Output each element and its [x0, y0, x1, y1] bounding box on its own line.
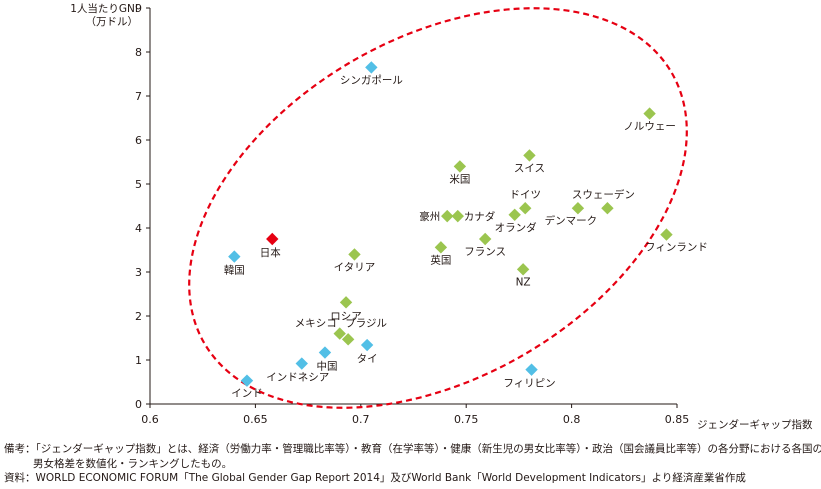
- y-tick-label: 2: [135, 310, 142, 323]
- data-point-marker: [348, 248, 361, 261]
- x-tick-label: 0.65: [243, 413, 268, 426]
- y-tick-label: 5: [135, 178, 142, 191]
- data-point-marker: [441, 209, 454, 223]
- data-point-marker: [266, 232, 279, 246]
- data-point-marker: [571, 202, 585, 215]
- y-tick-label: 1: [135, 354, 142, 367]
- data-point-marker: [519, 202, 532, 215]
- data-point-marker: [508, 208, 521, 221]
- x-tick-label: 0.85: [665, 413, 690, 426]
- scatter-chart: 0 1 2 3 4 5 6 7 8 9 0.6 0.65 0.7 0.75 0.8 0.85 シンガポールノル…: [70, 2, 813, 431]
- data-point-marker: [434, 241, 448, 254]
- data-point-label: NZ: [516, 276, 531, 288]
- y-tick-label: 0: [135, 398, 142, 411]
- data-point-marker: [333, 327, 346, 340]
- data-point-marker: [601, 202, 614, 215]
- y-axis-label-line-1: 1人当たりGNI: [70, 2, 138, 15]
- data-point-label: フランス: [464, 246, 506, 258]
- data-point-marker: [295, 357, 308, 370]
- data-point-marker: [643, 107, 656, 120]
- data-point-marker: [523, 149, 536, 162]
- chart-axes: 0 1 2 3 4 5 6 7 8 9 0.6 0.65 0.7 0.75 0.8 0.85: [135, 2, 689, 426]
- y-tick-label: 4: [135, 222, 142, 235]
- data-point-label: 米国: [449, 172, 470, 185]
- note-definition-continued: 男女格差を数値化・ランキングしたもの。: [33, 457, 233, 470]
- data-point-marker: [341, 333, 355, 346]
- note-definition: 備考：「ジェンダーギャップ指数」とは、経済（労働力率・管理職比率等）・教育（在学…: [4, 443, 821, 455]
- data-point-label: ノルウェー: [623, 121, 676, 133]
- data-point-label: フィリピン: [503, 378, 555, 390]
- data-points-layer: [228, 61, 673, 387]
- data-point-label: ロシア: [330, 310, 362, 322]
- data-point-marker: [365, 61, 378, 74]
- data-point-label: 韓国: [224, 265, 245, 277]
- data-point-marker: [451, 209, 464, 223]
- data-point-label: デンマーク: [545, 214, 598, 227]
- data-point-label: インド: [231, 388, 263, 400]
- x-tick-label: 0.8: [563, 413, 581, 426]
- x-tick-label: 0.6: [141, 413, 159, 426]
- data-point-marker: [525, 363, 538, 376]
- x-tick-label: 0.7: [352, 413, 370, 426]
- data-point-label: 英国: [430, 253, 451, 266]
- data-point-marker: [516, 263, 530, 276]
- data-point-marker: [339, 296, 353, 309]
- x-axis-label: ジェンダーギャップ指数: [697, 418, 813, 431]
- y-tick-label: 9: [135, 2, 142, 15]
- data-point-label: タイ: [357, 353, 378, 365]
- x-tick-label: 0.75: [454, 413, 479, 426]
- data-point-label: オランダ: [495, 221, 537, 234]
- data-point-marker: [660, 228, 673, 241]
- y-tick-label: 7: [135, 90, 142, 103]
- data-point-label: スイス: [514, 162, 545, 174]
- data-point-label: シンガポール: [340, 74, 403, 86]
- y-tick-label: 3: [135, 266, 142, 279]
- chart-notes: 備考：「ジェンダーギャップ指数」とは、経済（労働力率・管理職比率等）・教育（在学…: [4, 442, 821, 486]
- data-point-marker: [318, 346, 332, 359]
- y-axis-label-line-2: （万ドル）: [86, 16, 139, 28]
- data-point-marker: [240, 374, 254, 387]
- data-point-label: カナダ: [464, 210, 496, 223]
- data-point-label: ドイツ: [509, 189, 541, 201]
- data-point-marker: [478, 232, 492, 246]
- data-point-marker: [360, 338, 374, 352]
- data-point-label: ブラジル: [345, 316, 387, 329]
- data-point-label: 豪州: [419, 210, 440, 223]
- note-source: 資料：WORLD ECONOMIC FORUM「The Global Gende…: [4, 472, 746, 484]
- data-point-label: スウェーデン: [572, 188, 635, 201]
- data-point-label: イタリア: [334, 261, 376, 273]
- data-point-label: 日本: [260, 246, 281, 259]
- y-tick-label: 6: [135, 134, 142, 147]
- data-point-label: 中国: [316, 360, 337, 373]
- y-tick-label: 8: [135, 46, 142, 59]
- data-point-marker: [228, 250, 241, 263]
- data-point-marker: [453, 160, 467, 173]
- data-point-label: インドネシア: [266, 372, 329, 384]
- data-point-label: メキシコ: [295, 318, 337, 330]
- data-point-label: フィンランド: [645, 242, 708, 254]
